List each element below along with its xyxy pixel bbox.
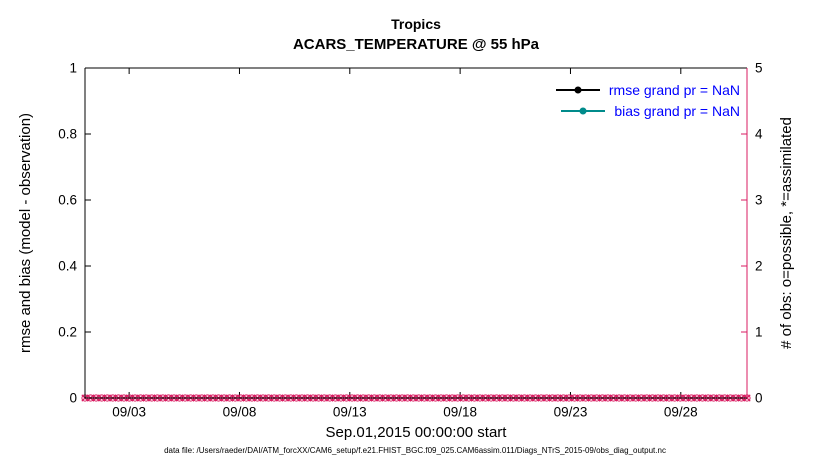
svg-text:2: 2 [755, 259, 763, 274]
svg-text:09/13: 09/13 [333, 405, 367, 420]
left-axis-ticks: 0 0.2 0.4 0.6 0.8 1 [58, 61, 91, 406]
svg-text:0.2: 0.2 [58, 325, 77, 340]
svg-text:0: 0 [755, 391, 763, 406]
svg-text:4: 4 [755, 127, 763, 142]
x-axis-label: Sep.01,2015 00:00:00 start [326, 424, 508, 441]
svg-text:09/28: 09/28 [664, 405, 698, 420]
svg-text:1: 1 [69, 61, 77, 76]
svg-text:09/18: 09/18 [443, 405, 477, 420]
svg-text:0.4: 0.4 [58, 259, 77, 274]
svg-text:0.8: 0.8 [58, 127, 77, 142]
svg-text:09/23: 09/23 [554, 405, 588, 420]
legend-label-rmse: rmse grand pr = NaN [608, 81, 740, 98]
rmse-circle-marker-icon [574, 86, 582, 93]
legend-label-bias: bias grand pr = NaN [614, 102, 740, 119]
plot-title-variable: ACARS_TEMPERATURE @ 55 hPa [292, 36, 540, 53]
right-axis-ticks: 0 1 2 3 4 5 [741, 61, 763, 406]
data-file-caption: data file: /Users/raeder/DAI/ATM_forcXX/… [164, 446, 666, 455]
bias-circle-marker-icon [579, 107, 587, 114]
svg-text:5: 5 [755, 61, 763, 76]
legend-item-rmse: rmse grand pr = NaN [555, 79, 740, 100]
svg-text:09/08: 09/08 [223, 405, 257, 420]
legend: rmse grand pr = NaN bias grand pr = NaN [555, 79, 740, 121]
svg-text:1: 1 [755, 325, 763, 340]
svg-text:0.6: 0.6 [58, 193, 77, 208]
legend-item-bias: bias grand pr = NaN [556, 100, 740, 121]
title-block: Tropics ACARS_TEMPERATURE @ 55 hPa [85, 14, 747, 56]
rmse-line-sample [555, 86, 600, 93]
right-axis-label: # of obs: o=possible, *=assimilated [778, 117, 795, 349]
svg-text:09/03: 09/03 [112, 405, 146, 420]
svg-text:3: 3 [755, 193, 763, 208]
left-axis-label: rmse and bias (model - observation) [17, 113, 34, 353]
svg-text:0: 0 [69, 391, 77, 406]
plot-title-region: Tropics [391, 16, 441, 32]
bias-line-sample [561, 107, 606, 114]
